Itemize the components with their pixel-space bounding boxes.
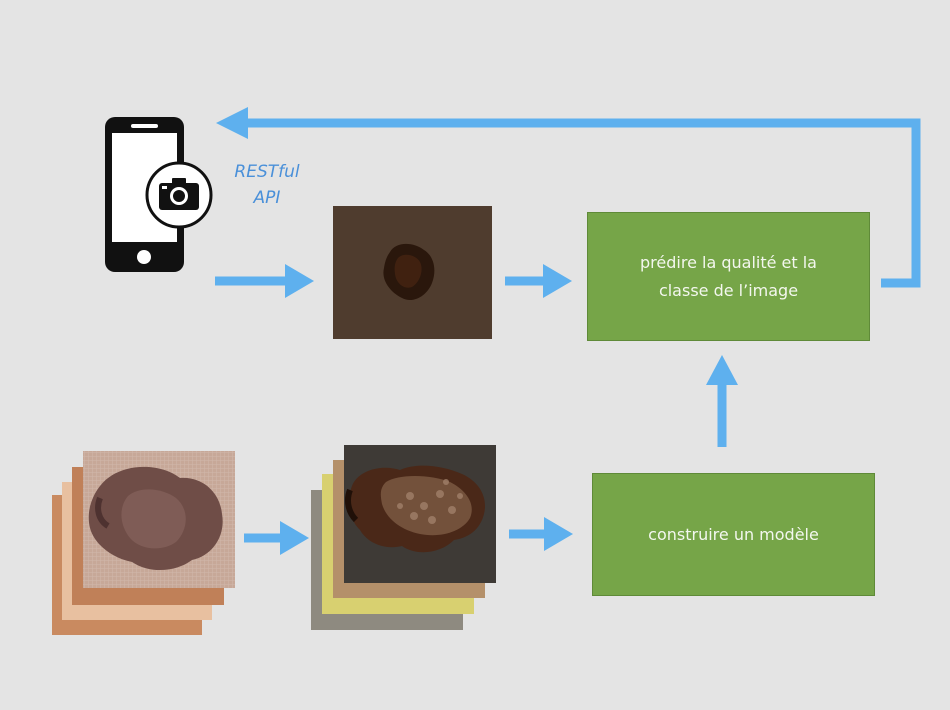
arrow-dataset-to-processed: [244, 521, 309, 555]
build-model-box: construire un modèle: [592, 473, 875, 596]
arrow-build-to-predict: [706, 355, 738, 447]
processed-images-stack: [311, 445, 496, 630]
training-images-stack: [52, 451, 235, 635]
feedback-arrow: [216, 107, 921, 288]
arrow-phone-to-image: [215, 264, 314, 298]
api-label-line1: RESTful: [234, 162, 300, 182]
build-model-box-label: construire un modèle: [648, 524, 819, 544]
predict-box: prédire la qualité et la classe de l’ima…: [587, 212, 870, 341]
query-lesion-image: [333, 206, 492, 339]
api-label-line2: API: [253, 188, 281, 208]
predict-box-label: prédire la qualité et la classe de l’ima…: [640, 252, 817, 300]
arrow-image-to-predict: [505, 264, 572, 298]
camera-icon: [145, 161, 213, 229]
restful-api-label: RESTful API: [222, 159, 312, 211]
arrow-processed-to-build: [509, 517, 573, 551]
